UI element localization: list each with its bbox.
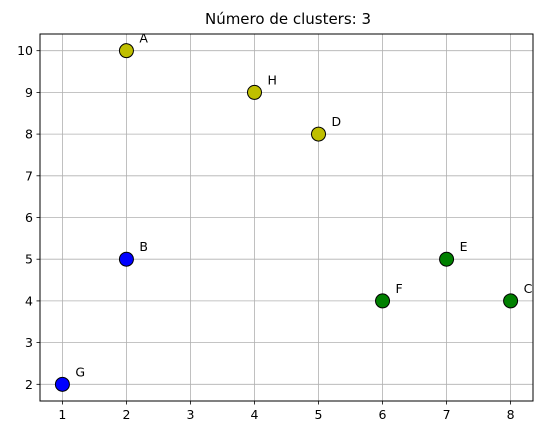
data-point-d: [311, 126, 327, 142]
y-tick-label: 9: [25, 85, 33, 100]
grid: [40, 34, 533, 401]
data-point-a: [118, 43, 134, 59]
y-axis: 2 3 4 5 6 7 8 9 10: [17, 43, 40, 392]
data-point-label: A: [139, 31, 148, 46]
y-tick-label: 3: [25, 335, 33, 350]
y-tick-label: 6: [25, 210, 33, 225]
x-tick-label: 7: [443, 407, 451, 422]
y-tick-label: 8: [25, 127, 33, 142]
data-point-g: [54, 376, 70, 392]
chart-title: Número de clusters: 3: [205, 10, 371, 28]
x-tick-label: 2: [122, 407, 130, 422]
y-tick-label: 7: [25, 168, 33, 183]
data-point-e: [439, 251, 455, 267]
data-point-label: G: [75, 364, 85, 379]
y-tick-label: 4: [25, 293, 33, 308]
data-point-b: [118, 251, 134, 267]
y-tick-label: 2: [25, 377, 33, 392]
data-point-label: E: [460, 239, 468, 254]
data-point-h: [246, 84, 262, 100]
data-point-c: [503, 293, 519, 309]
x-tick-label: 3: [186, 407, 194, 422]
data-point-label: C: [524, 281, 533, 296]
y-tick-label: 5: [25, 252, 33, 267]
data-points: A B C D E F G H: [54, 31, 533, 392]
x-tick-label: 8: [507, 407, 515, 422]
data-point-label: F: [396, 281, 403, 296]
data-point-label: D: [332, 114, 342, 129]
x-tick-label: 4: [251, 407, 259, 422]
x-tick-label: 6: [379, 407, 387, 422]
y-tick-label: 10: [17, 43, 33, 58]
data-point-label: H: [267, 72, 276, 87]
x-axis: 1 2 3 4 5 6 7 8: [58, 401, 515, 422]
x-tick-label: 5: [315, 407, 323, 422]
data-point-f: [375, 293, 391, 309]
x-tick-label: 1: [58, 407, 66, 422]
data-point-label: B: [139, 239, 148, 254]
